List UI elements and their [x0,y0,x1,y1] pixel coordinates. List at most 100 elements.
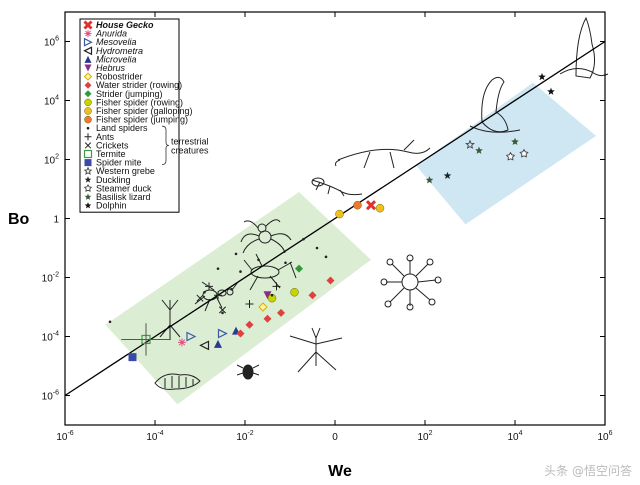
legend-label: Land spiders [96,123,148,133]
point-ants [245,300,254,309]
legend-item: Robostrider [83,72,143,82]
point-water-strider-rowing- [277,308,285,317]
point-land-spiders [108,320,112,324]
legend-label: Anurida [95,29,127,39]
termite-error-bars [121,323,171,356]
legend-label: Mesovelia [96,37,137,47]
legend-label: Water strider (rowing) [96,80,182,90]
point-water-strider-rowing- [326,276,335,285]
point-ants [205,282,213,291]
x-tick-label: 10-2 [236,430,253,443]
x-axis-title: We [328,463,352,480]
water-strider-illustration [289,327,343,373]
point-dolphin [538,72,546,81]
y-tick-label: 102 [44,154,59,167]
legend-item: Fisher spider (jumping) [84,115,188,125]
point-mesovelia [186,331,197,342]
point-land-spiders [203,290,206,294]
x-axis-ticks: 10-6 10-4 10-2 0 102 104 106 [56,12,613,443]
data-points-layer [108,72,555,362]
y-tick-label: 1 [53,215,59,226]
gecko-illustration [311,177,363,197]
x-tick-label: 104 [507,430,522,443]
legend-bracket-label: terrestrial [171,136,209,146]
point-basilisk-lizard [425,176,434,184]
x-tick-label: 106 [597,430,612,443]
watermark: 头条 @悟空问答 [544,464,632,478]
legend-item: Water strider (rowing) [84,80,182,90]
point-land-spiders [221,311,224,315]
point-water-strider-rowing- [308,291,317,300]
y-tick-label: 10-6 [42,390,59,403]
legend-label: Western grebe [96,166,155,176]
trend-line [64,40,606,397]
x-tick-label: 102 [417,430,432,443]
point-ants [214,291,222,300]
x-tick-label: 10-4 [146,430,163,443]
legend-label: Hebrus [96,63,126,73]
legend-item: Duckling [84,175,131,185]
point-steamer-duck [505,151,516,161]
caterpillar-illustration [154,373,201,390]
basilisk-illustration [335,139,431,169]
legend: House GeckoAnuridaMesoveliaHydrometraMic… [79,18,209,213]
legend-item: Ants [84,132,115,142]
y-axis-title: Bo [8,211,30,228]
x-tick-label: 10-6 [56,430,73,443]
legend-label: Spider mite [96,158,142,168]
point-western-grebe [465,139,475,149]
legend-item: Crickets [84,140,129,150]
legend-item: Spider mite [84,158,142,168]
point-fisher-spider-galloping- [335,209,344,219]
legend-bracket [161,125,170,165]
point-basilisk-lizard [475,146,483,154]
fisher-spider-illustration [380,254,442,311]
point-hebrus [263,291,272,300]
legend-box [79,18,180,213]
legend-item: Basilisk lizard [84,192,151,202]
point-steamer-duck [519,148,529,158]
point-water-strider-rowing- [245,320,254,329]
legend-label: Strider (jumping) [96,89,163,99]
regions-layer [105,82,596,405]
point-land-spiders [239,270,242,273]
legend-item: Hydrometra [83,46,143,56]
legend-item: Mesovelia [83,37,137,47]
point-ants [272,282,281,291]
land-spider-illustration [240,219,292,254]
point-fisher-spider-rowing- [290,288,299,297]
cricket-illustration [243,253,297,291]
legend-label: Dolphin [96,201,127,211]
point-duckling [443,171,452,179]
region-aquatic-large [416,82,596,225]
legend-item: Microvelia [84,54,137,64]
point-crickets [196,294,204,302]
point-land-spiders [216,267,220,270]
legend-label: Termite [96,149,126,159]
legend-item: Dolphin [84,201,127,211]
point-hydrometra [199,340,210,351]
point-water-strider-rowing- [236,329,245,338]
point-land-spiders [270,293,274,297]
point-land-spiders [257,258,260,262]
point-anurida [178,338,186,347]
legend-label: Steamer duck [96,183,152,193]
legend-label: Ants [96,132,115,142]
legend-item: House Gecko [83,20,154,30]
y-tick-label: 106 [44,36,59,49]
y-tick-label: 10-2 [42,272,59,285]
legend-item: Hebrus [84,63,126,73]
y-axis-ticks: 106 104 102 1 10-2 10-4 10-6 [42,36,605,403]
x-tick-label: 0 [332,432,338,443]
y-tick-label: 104 [44,95,59,108]
point-land-spiders [230,288,233,291]
point-fisher-spider-jumping- [353,200,362,210]
point-robostrider [258,302,268,312]
point-dolphin [547,87,555,95]
legend-label: Basilisk lizard [96,192,151,202]
point-spider-mite [128,353,137,362]
legend-item: Fisher spider (galloping) [84,106,193,116]
point-land-spiders [324,255,328,259]
legend-label: Crickets [96,140,129,150]
